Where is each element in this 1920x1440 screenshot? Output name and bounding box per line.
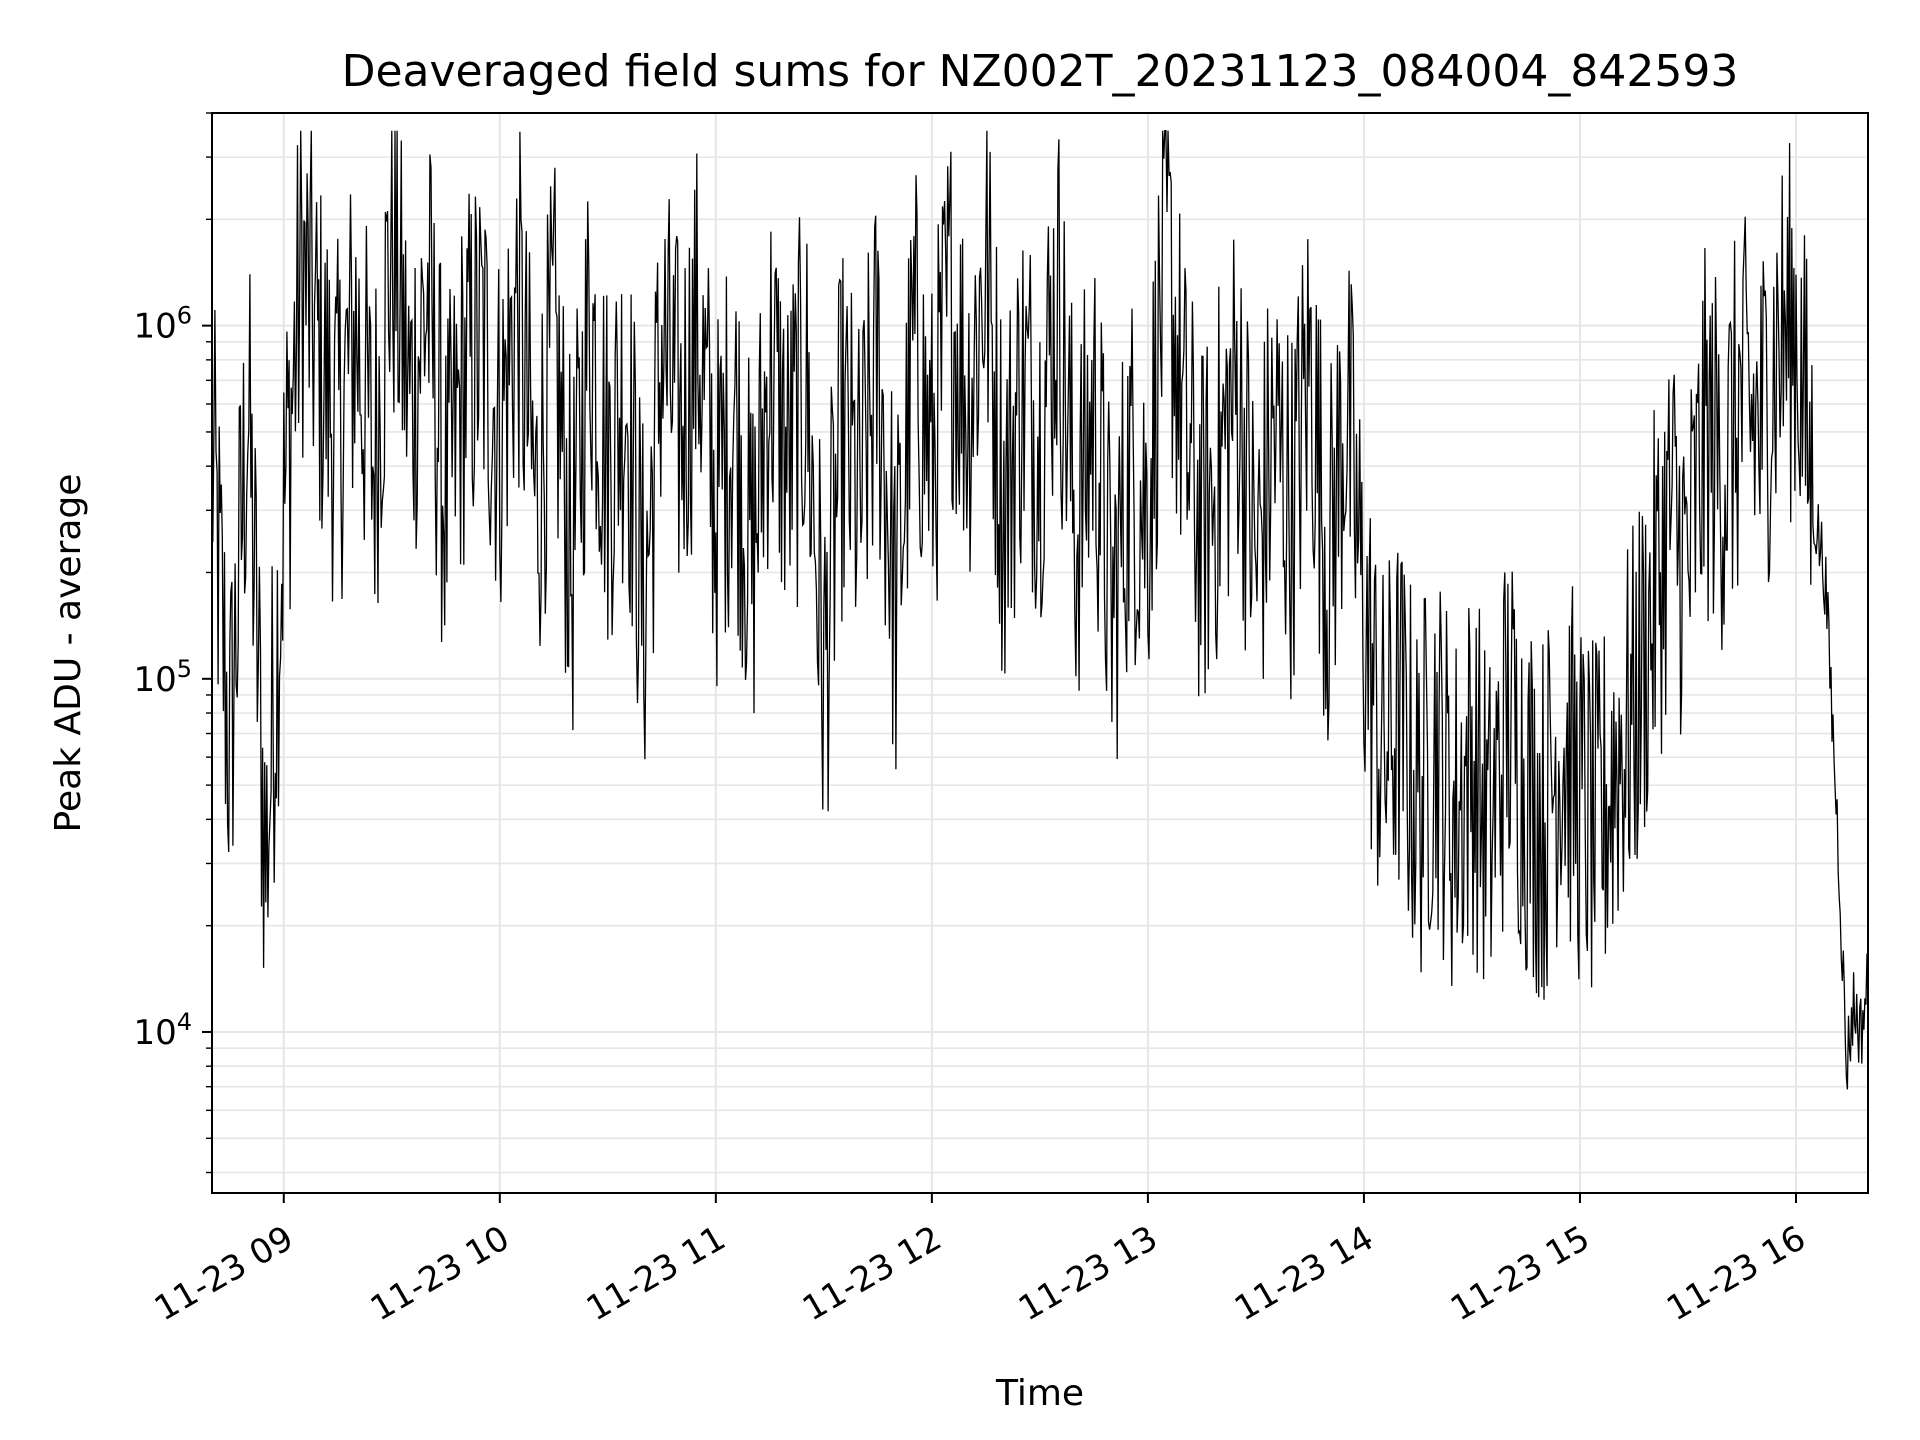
x-tick-label: 11-23 16 (1660, 1218, 1812, 1329)
x-tick-label: 11-23 14 (1228, 1218, 1380, 1329)
plot-frame (211, 112, 1869, 1194)
y-tick-label: 106 (133, 302, 192, 347)
y-axis-title: Peak ADU - average (48, 474, 89, 833)
grid (202, 112, 1868, 1193)
x-tick-label: 11-23 15 (1444, 1218, 1596, 1329)
x-axis-title: Time (995, 1373, 1084, 1414)
y-tick-label: 104 (133, 1008, 192, 1053)
x-axis-ticks: 11-23 09 11-23 10 11-23 11 11-23 12 11-23 13… (148, 1193, 1812, 1329)
data-line-series (212, 130, 1868, 1090)
y-tick-label: 105 (133, 655, 192, 700)
x-tick-label: 11-23 11 (580, 1218, 732, 1329)
y-axis-ticks: 104 105 106 (133, 302, 192, 1053)
x-tick-label: 11-23 13 (1012, 1218, 1164, 1329)
chart-title: Deaveraged field sums for NZ002T_2023112… (342, 46, 1739, 97)
x-tick-label: 11-23 09 (148, 1218, 300, 1329)
x-tick-label: 11-23 10 (364, 1218, 516, 1329)
x-tick-label: 11-23 12 (796, 1218, 948, 1329)
